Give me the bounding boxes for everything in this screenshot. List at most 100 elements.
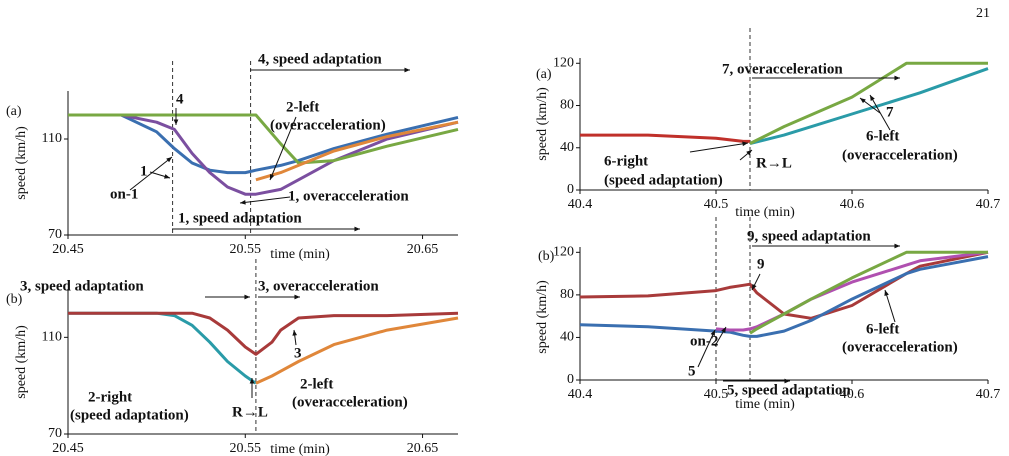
x-tick-label: 40.7 [976,387,1001,402]
x-axis-label: time (min) [270,442,330,456]
annotation: 4, speed adaptation [258,51,382,67]
annotation: on-2 [690,333,718,349]
annotation: (overacceleration) [292,394,408,410]
annotation: 9, speed adaptation [747,228,871,244]
annotation: 4 [176,91,184,107]
annotation: 1 [140,163,148,179]
panel-label: (b) [6,292,23,307]
annotation: 3, speed adaptation [20,278,144,294]
annotation: 5, speed adaptation [727,382,851,398]
x-tick-label: 40.6 [840,197,865,212]
x-tick-label: 20.65 [407,242,439,257]
arrow [129,156,173,191]
arrow-head [404,67,410,73]
arrow-head [173,119,179,125]
annotation: 9 [757,256,765,272]
annotation: 7, overacceleration [722,61,843,77]
x-tick-label: 40.4 [568,387,593,402]
arrow [869,94,891,131]
arrow-head [884,290,889,296]
arrow-head [354,226,360,232]
annotation: R→L [232,404,268,420]
arrow-head [746,150,752,156]
annotation: 2-left [286,99,319,115]
panel-label: (a) [536,67,552,82]
arrow [689,142,749,153]
x-tick-label: 20.45 [52,441,84,456]
speed-line [68,311,257,385]
speed-line [749,61,988,145]
arrow-head [164,174,170,179]
arrow-head [710,330,715,336]
annotation: (speed adaptation) [604,172,723,188]
speed-line [579,255,989,338]
y-tick-label: 120 [553,55,574,70]
annotation: 6-left [866,321,899,337]
speed-line [68,113,459,165]
x-axis-label: time (min) [270,247,330,262]
page-number: 21 [976,6,990,21]
y-tick-label: 0 [567,182,574,197]
arrow-head [742,141,748,147]
x-axis-label: time (min) [735,205,795,220]
arrow-head [240,200,246,205]
speed-line [68,311,459,356]
x-axis-label: time (min) [735,397,795,412]
arrow [697,329,716,368]
arrow-head [870,95,875,101]
speed-line [68,113,459,175]
y-tick-label: 80 [560,98,574,113]
x-tick-label: 40.5 [704,197,729,212]
x-tick-label: 40.6 [840,387,865,402]
y-tick-label: 110 [42,131,62,146]
x-tick-label: 20.55 [230,242,262,257]
y-tick-label: 40 [560,330,574,345]
y-axis-label: speed (km/h) [535,87,550,161]
arrow-head [894,243,900,249]
y-axis-label: speed (km/h) [14,325,29,399]
x-tick-label: 20.65 [407,441,439,456]
arrow-head [166,157,172,163]
y-axis-label: speed (km/h) [535,280,550,354]
annotation: 5 [688,363,696,379]
x-tick-label: 20.45 [52,242,84,257]
y-tick-label: 80 [560,287,574,302]
y-axis-label: speed (km/h) [14,126,29,200]
annotation: 2-left [300,376,333,392]
speed-line [255,316,459,385]
annotation: R→L [756,155,792,171]
annotation: 7 [886,104,894,120]
y-tick-label: 70 [48,227,62,242]
panel-label: (a) [6,104,22,119]
annotation: 3 [294,345,302,361]
panel-label: (b) [538,249,555,264]
annotation: 6-right [604,153,648,169]
annotation: 6-left [866,128,899,144]
y-tick-label: 120 [553,245,574,260]
speed-line [580,133,750,143]
arrow-head [860,98,866,104]
speed-line [255,120,459,182]
speed-line [579,250,989,320]
arrow-head [269,174,275,180]
speed-line [68,113,459,196]
arrow-head [294,294,300,300]
x-tick-label: 20.55 [230,441,262,456]
arrow-head [244,294,250,300]
annotation: 1, overacceleration [288,188,409,204]
arrow-head [784,378,790,384]
annotation: 2-right [88,389,132,405]
arrow-head [894,75,900,81]
y-tick-label: 70 [48,426,62,441]
x-tick-label: 40.5 [704,387,729,402]
arrow-head [721,327,726,333]
annotation: 3, overacceleration [258,278,379,294]
arrow [239,196,291,204]
annotation: (overacceleration) [842,147,958,163]
annotation: (speed adaptation) [70,407,189,423]
y-tick-label: 110 [42,330,62,345]
annotation: 1, speed adaptation [178,210,302,226]
y-tick-label: 0 [567,372,574,387]
arrow-head [752,284,757,290]
